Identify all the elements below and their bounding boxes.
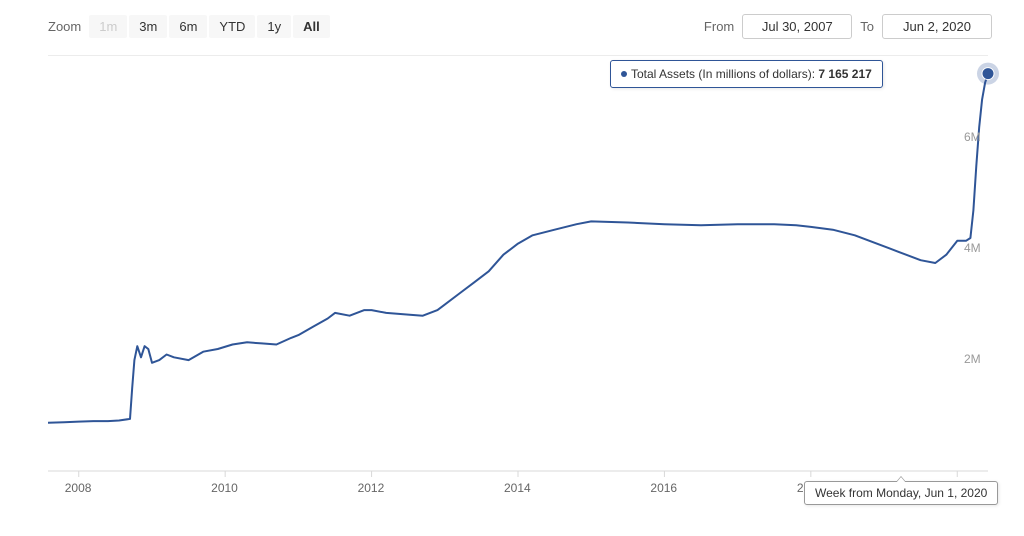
chart-area[interactable]: 20082010201220142016201820202M4M6MTotal … [36,55,1004,515]
xaxis-tooltip: Week from Monday, Jun 1, 2020 [804,481,998,505]
zoom-button-1m: 1m [89,15,127,38]
zoom-button-1y[interactable]: 1y [257,15,291,38]
chart-controls: Zoom 1m3m6mYTD1yAll From To [0,0,1024,47]
from-date-input[interactable] [742,14,852,39]
from-label: From [704,19,734,34]
y-tick-label: 6M [964,130,981,144]
tooltip-series-label: Total Assets (In millions of dollars): [631,67,818,81]
to-date-input[interactable] [882,14,992,39]
y-tick-label: 2M [964,352,981,366]
y-tick-label: 4M [964,241,981,255]
zoom-button-6m[interactable]: 6m [169,15,207,38]
series-tooltip: Total Assets (In millions of dollars): 7… [610,60,883,88]
x-tick-label: 2010 [211,481,238,495]
zoom-button-all[interactable]: All [293,15,330,38]
zoom-button-3m[interactable]: 3m [129,15,167,38]
x-tick-label: 2014 [504,481,531,495]
to-label: To [860,19,874,34]
x-tick-label: 2016 [650,481,677,495]
x-tick-label: 2012 [358,481,385,495]
tooltip-value: 7 165 217 [818,67,871,81]
zoom-button-ytd[interactable]: YTD [209,15,255,38]
zoom-label: Zoom [48,19,81,34]
x-tick-label: 2008 [65,481,92,495]
